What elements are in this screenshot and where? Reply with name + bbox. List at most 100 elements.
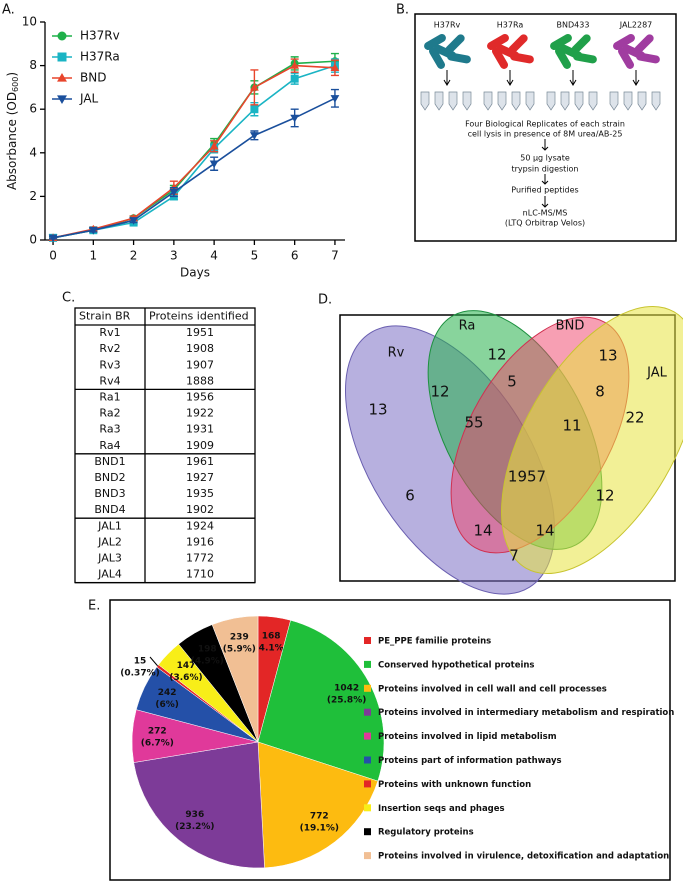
table-cell: 1922 [186,407,214,420]
table-cell: 1927 [186,471,214,484]
workflow-step: Purified peptides [511,186,578,195]
bacterium [508,34,528,54]
legend-marker [57,52,67,62]
slice-value: 272 [148,727,167,737]
slice-value: 1042 [334,683,359,693]
legend-label: H37Rv [80,29,120,43]
slice-percent: (3.6%) [169,673,202,683]
table-cell: 1888 [186,374,214,387]
y-tick-label: 6 [29,102,37,116]
table-cell: Ra2 [99,407,120,420]
y-axis-title-sub: 600 [11,77,20,92]
workflow-step: 50 µg lysate [520,154,570,163]
venn-shapes [344,305,683,595]
marker [249,132,259,140]
leader-line [149,656,158,667]
region-count: 12 [595,487,614,505]
legend-swatch [364,756,371,764]
slice-percent: (0.37%) [120,669,159,679]
tube [637,91,647,111]
table-cell: Rv2 [99,342,120,355]
bacterium [447,52,471,64]
tube [483,91,493,111]
legend-label: Proteins involved in intermediary metabo… [378,708,674,718]
region-count: 7 [509,547,519,565]
panel-label: A. [2,3,15,18]
region-count: 6 [405,487,415,505]
legend-marker [57,73,67,82]
arrow [443,70,451,86]
slice-percent: (19.1%) [300,824,339,834]
legend-swatch [364,684,371,692]
workflow-step: (LTQ Orbitrap Velos) [505,219,585,228]
marker [129,217,138,225]
y-tick-label: 2 [29,189,37,203]
arrow [541,174,549,185]
slice-value: 936 [185,810,204,820]
legend-swatch [364,804,371,812]
x-tick-label: 2 [130,249,138,263]
bacterium [445,34,465,54]
table-cell: Rv3 [99,358,120,371]
slice-value: 198 [198,644,217,654]
table-cell: JAL1 [97,519,122,532]
x-tick-label: 1 [90,249,98,263]
workflow-step: nLC-MS/MS [523,209,568,218]
region-count: 22 [625,409,644,427]
region-count: 14 [535,522,554,540]
bacterium [555,47,571,69]
tube [588,91,598,111]
legend-swatch [364,780,371,788]
marker [249,83,259,91]
tube [546,91,556,111]
tube [448,91,458,111]
legend-label: Proteins involved in lipid metabolism [378,732,557,742]
bacterium [550,34,572,50]
slice-value: 242 [158,688,177,698]
region-count: 12 [430,383,449,401]
region-count: 11 [562,417,581,435]
x-axis-title: Days [180,266,210,280]
tube [511,91,521,111]
table-cell: 1924 [186,519,214,532]
slice-percent: (6.7%) [141,739,174,749]
region-count: 14 [473,522,492,540]
table-cell: Rv1 [99,326,120,339]
table-cell: 1961 [186,455,214,468]
legend-label: Proteins part of information pathways [378,756,562,766]
table-cell: 1772 [186,551,214,564]
slice-value: 239 [230,632,249,642]
set-label: BND [556,319,585,334]
panel-label: B. [396,3,409,18]
region-count: 55 [464,414,483,432]
panel-label: C. [62,291,75,306]
legend-label: Insertion seqs and phages [378,804,505,814]
bacterium [634,34,654,54]
slice-percent: (5.9%) [223,644,256,654]
bacterium [573,52,597,64]
set-label: Ra [459,319,476,334]
tube [574,91,584,111]
tube [497,91,507,111]
table-cell: 1935 [186,487,214,500]
legend-label: BND [80,71,106,85]
table-header: Strain BR [79,310,131,323]
workflow-step: cell lysis in presence of 8M urea/AB-25 [468,130,623,139]
arrow [541,139,549,151]
y-tick-label: 8 [29,58,37,72]
legend-swatch [364,828,371,836]
strain-label: H37Ra [497,21,524,30]
arrow [506,70,514,86]
table-cell: 1710 [186,568,214,581]
pie-slice [257,619,385,782]
tube [420,91,430,111]
marker [330,63,340,71]
tube [623,91,633,111]
slice-value: 15 [134,657,147,667]
slice-value: 168 [262,632,281,642]
table-cell: Ra1 [99,390,120,403]
legend-swatch [364,852,371,860]
y-tick-label: 4 [29,145,37,159]
marker [209,160,219,169]
